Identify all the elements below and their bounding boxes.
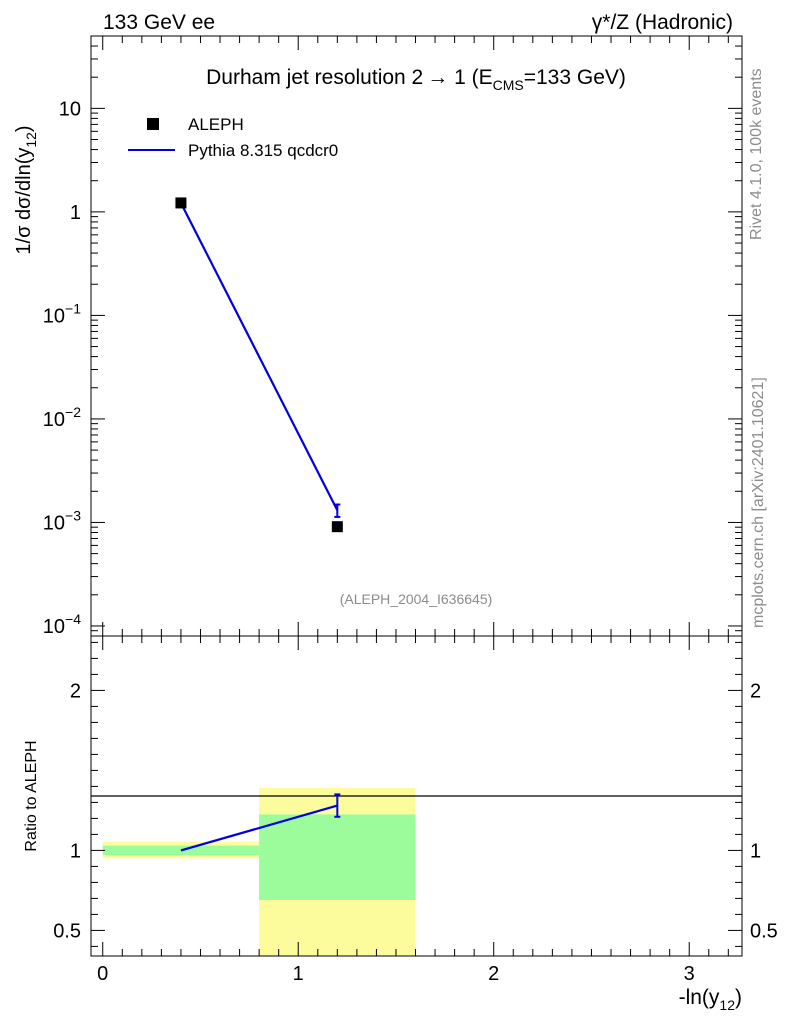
chart-title: Durham jet resolution 2 → 1 (ECMS=133 GeV… [206, 66, 626, 93]
aleph-data-point [331, 521, 343, 533]
ratio-y-tick-label-right: 2 [750, 680, 761, 702]
main-y-tick-label: 10−2 [43, 404, 81, 431]
pythia-line [179, 202, 339, 511]
ratio-frame [90, 635, 743, 957]
main-y-tick-label: 10 [59, 98, 81, 120]
main-x-ticks [102, 36, 729, 636]
ratio-uncertainty-bands [102, 788, 416, 956]
ratio-x-tick-label: 0 [97, 963, 108, 985]
ratio-y-label: Ratio to ALEPH [23, 740, 40, 851]
main-y-tick-label: 1 [70, 202, 81, 224]
main-y-tick-label: 10−4 [43, 611, 81, 638]
x-axis-label: -ln(y12) [679, 986, 742, 1013]
ratio-x-tick-label: 3 [684, 963, 695, 985]
main-y-label: 1/σ dσ/dln(y12) [13, 125, 39, 254]
aleph-data-point [175, 197, 187, 209]
rivet-label: Rivet 4.1.0, 100k events [748, 68, 765, 240]
ratio-panel: 0.5 0.5 1 1 2 2 0 1 2 3 Ratio to ALEPH -ln(y12) [23, 635, 778, 1013]
main-y-tick-label: 10−3 [43, 507, 81, 534]
main-data-marks [175, 197, 343, 533]
ratio-y-tick-label-left: 2 [70, 680, 81, 702]
header-right: γ*/Z (Hadronic) [592, 11, 733, 34]
ratio-band-inner [259, 814, 416, 900]
ratio-pythia-line [180, 804, 338, 852]
ratio-x-tick-label: 1 [293, 963, 304, 985]
main-y-tick-label: 10−1 [43, 300, 81, 327]
ratio-y-tick-label-left: 0.5 [53, 920, 81, 942]
header-left: 133 GeV ee [103, 11, 215, 34]
ratio-y-axis: 0.5 0.5 1 1 2 2 [53, 641, 778, 947]
legend-marker-aleph [147, 118, 159, 130]
legend-label-pythia: Pythia 8.315 qcdcr0 [188, 141, 338, 160]
ratio-y-tick-label-left: 1 [70, 840, 81, 862]
main-panel: 10 1 10−1 10−2 10−3 10−4 Durham jet resolutio… [13, 35, 743, 638]
mcplots-label: mcplots.cern.ch [arXiv:2401.10621] [750, 377, 767, 628]
analysis-watermark: (ALEPH_2004_I636645) [340, 591, 493, 607]
ratio-x-tick-label: 2 [488, 963, 499, 985]
ratio-data-marks [180, 793, 341, 852]
ratio-x-axis: 0 1 2 3 [97, 636, 729, 985]
legend-label-aleph: ALEPH [188, 115, 244, 134]
main-y-axis: 10 1 10−1 10−2 10−3 10−4 [43, 35, 742, 638]
ratio-y-tick-label-right: 0.5 [750, 920, 778, 942]
ratio-y-tick-label-right: 1 [750, 840, 761, 862]
